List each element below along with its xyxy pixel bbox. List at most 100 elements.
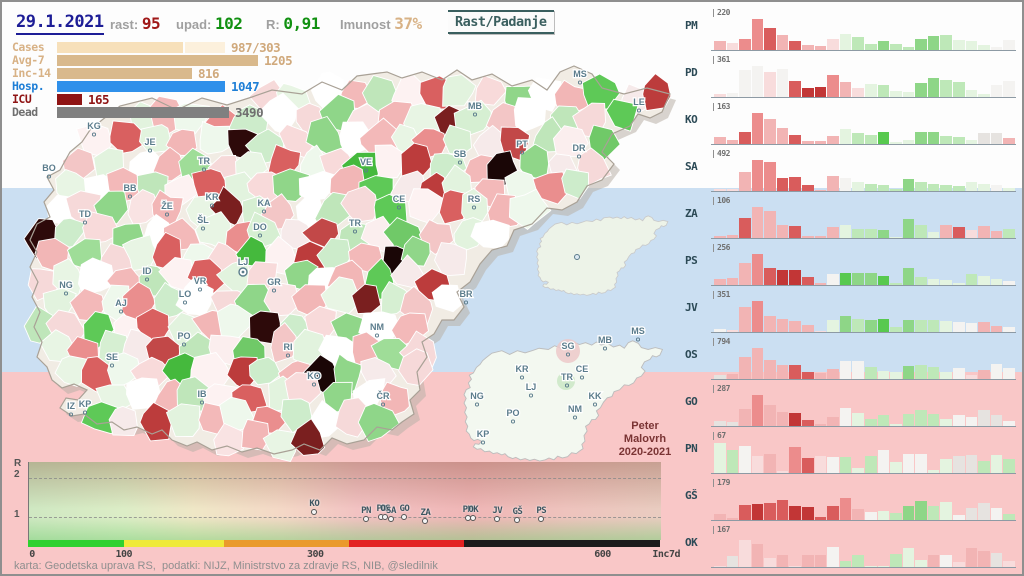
bar [852, 133, 864, 144]
bar [902, 92, 915, 97]
region-weekly-bar-chart: 794 [711, 338, 1016, 380]
bar [776, 319, 789, 332]
bar [852, 361, 864, 379]
region-code-label: KO [685, 113, 698, 126]
bar [864, 272, 877, 285]
municipality-label: KA [258, 198, 271, 208]
rast-padanje-toggle-button[interactable]: Rast/Padanje [448, 10, 554, 34]
municipality-label: JE [144, 137, 155, 147]
inset-region-label-marker [592, 402, 598, 407]
bar [902, 548, 915, 567]
scatter-point-label: GO [399, 504, 410, 515]
growth-stat: rast: 95 [110, 14, 161, 33]
municipality-label-marker [636, 108, 642, 113]
municipality-label-marker [519, 150, 525, 155]
scatter-point-label: OS [380, 503, 391, 514]
region-max-value: 167 [713, 526, 730, 534]
bar [990, 415, 1003, 426]
map-cell [474, 74, 507, 106]
bar [764, 453, 776, 473]
decline-stat: upad: 102 [176, 14, 243, 33]
r-vs-incidence-plot: R 2 1 KO PN PD OS SA GO ZA PM OK JV GŠ PS 0 100 300 60… [8, 458, 680, 560]
region-code-label: PM [685, 19, 698, 32]
bar [789, 225, 802, 238]
bar [802, 236, 814, 238]
municipality-label-marker [127, 194, 133, 199]
bar [814, 236, 827, 238]
bar [764, 162, 776, 191]
bar [764, 267, 776, 285]
stat-label: ICU [12, 92, 32, 106]
bar [714, 279, 726, 285]
stat-bar-track [57, 42, 227, 53]
bar [751, 160, 764, 191]
municipality-label-marker [463, 300, 469, 305]
plot-area: KO PN PD OS SA GO ZA PM OK JV GŠ PS [28, 462, 661, 540]
scatter-point [470, 514, 477, 521]
bar [864, 135, 877, 144]
bar [751, 455, 764, 473]
map-cell [241, 418, 270, 451]
map-cell [532, 171, 570, 205]
bar [726, 140, 739, 144]
region-chart-row: OK 167 [685, 525, 1018, 572]
bar [990, 364, 1003, 379]
bar [915, 560, 927, 567]
municipality-label-marker [576, 154, 582, 159]
bar [852, 412, 864, 426]
scatter-point [311, 508, 318, 515]
bar [965, 508, 978, 520]
region-chart-row: PN 67 [685, 431, 1018, 478]
region-bars [714, 395, 1015, 426]
map-cell [270, 321, 299, 364]
inset-region-label: CE [576, 364, 589, 374]
bar [877, 319, 890, 332]
bar [852, 554, 864, 567]
scale-segment [224, 540, 349, 547]
gridline-r-2 [29, 477, 661, 479]
municipality-label: MB [468, 101, 482, 111]
bar [990, 231, 1003, 238]
bar [839, 408, 852, 426]
municipality-label-marker [311, 382, 317, 387]
municipality-label-marker [209, 203, 215, 208]
bar [751, 113, 764, 144]
incidence-color-scale [28, 540, 660, 547]
bar [814, 554, 827, 567]
signature-line: Peter [631, 420, 659, 432]
municipality-label-marker [144, 277, 150, 282]
bar [852, 88, 864, 97]
inset-region-label: KR [516, 364, 529, 374]
map-cell [109, 120, 148, 154]
bar [1003, 513, 1015, 520]
region-weekly-bar-chart: 220 [711, 9, 1016, 51]
region-weekly-bar-chart: 67 [711, 432, 1016, 474]
stat-row: Dead 3490 [12, 106, 292, 119]
bar [814, 140, 827, 144]
bar [890, 513, 902, 520]
municipality-label: KO [307, 371, 321, 381]
bar [776, 177, 789, 191]
bar [764, 71, 776, 97]
scatter-point-label: ZA [420, 508, 431, 519]
bar [827, 546, 839, 567]
bar [915, 38, 927, 50]
municipality-label: VR [194, 276, 207, 286]
bar [839, 560, 852, 567]
bar [1003, 39, 1015, 50]
bar [739, 132, 751, 144]
municipality-label: NG [59, 280, 73, 290]
bar [915, 224, 927, 238]
bar [864, 184, 877, 191]
region-max-value: 492 [713, 150, 730, 158]
bar [814, 45, 827, 50]
x-tick: 0 [29, 549, 35, 560]
municipality-label: MS [573, 69, 587, 79]
inset-region-label: KP [477, 429, 490, 439]
bar [1003, 421, 1015, 426]
map-cell [165, 403, 201, 437]
bar [852, 37, 864, 50]
municipality-label: RS [468, 194, 481, 204]
bar [940, 419, 952, 426]
stat-bar [57, 55, 258, 66]
